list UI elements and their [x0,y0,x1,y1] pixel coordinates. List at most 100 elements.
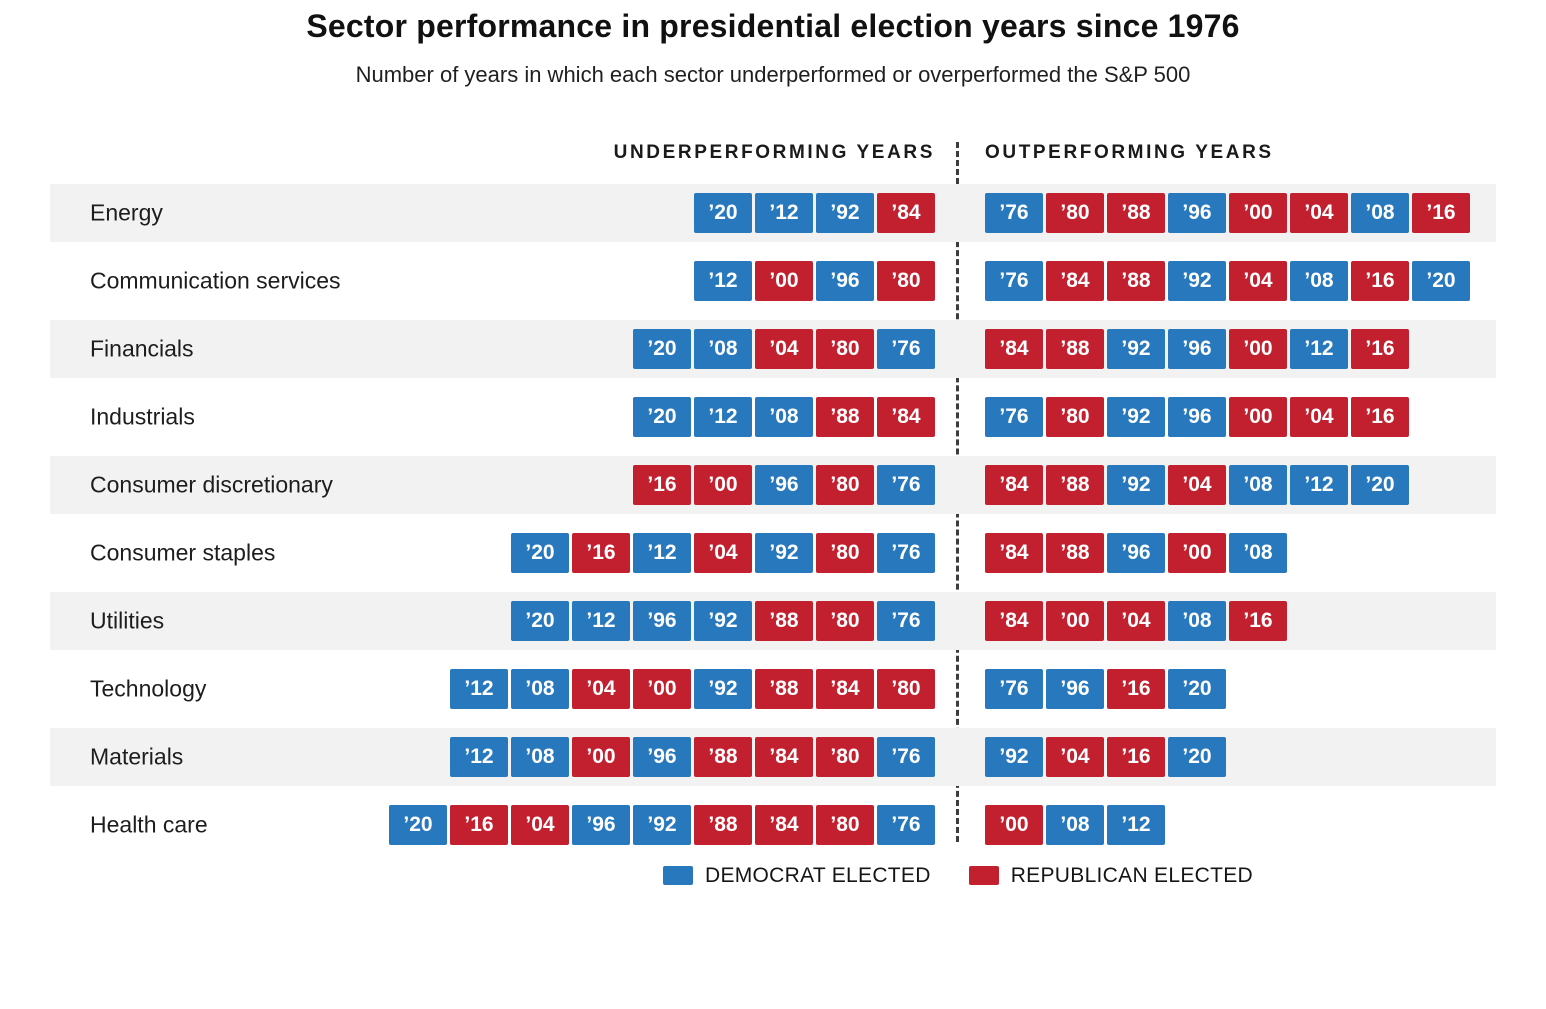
year-tag-democrat: ’92 [694,600,752,641]
sector-row: Health care ’20’16’04’96’92’88’84’80’76’0… [50,796,1496,854]
underperforming-cell: ’20’12’96’92’88’80’76 [511,600,935,641]
year-tag-republican: ’88 [1046,328,1104,369]
underperforming-cell: ’20’16’04’96’92’88’84’80’76 [389,804,935,845]
year-tag-democrat: ’76 [985,192,1043,233]
legend-item-republican: REPUBLICAN ELECTED [968,864,1253,888]
underperforming-cell: ’12’08’00’96’88’84’80’76 [450,736,935,777]
year-tag-republican: ’04 [1046,736,1104,777]
year-tag-republican: ’16 [1351,328,1409,369]
year-tag-republican: ’04 [694,532,752,573]
year-tag-democrat: ’08 [1229,532,1287,573]
year-tag-democrat: ’20 [694,192,752,233]
year-tag-republican: ’80 [816,600,874,641]
year-tag-democrat: ’12 [694,260,752,301]
sector-label: Consumer discretionary [90,471,333,498]
year-tag-democrat: ’92 [633,804,691,845]
year-tag-democrat: ’92 [1168,260,1226,301]
year-tag-democrat: ’12 [450,668,508,709]
chart-title: Sector performance in presidential elect… [306,8,1240,44]
year-tag-republican: ’80 [816,532,874,573]
year-tag-republican: ’04 [755,328,813,369]
underperforming-years-header: UNDERPERFORMING YEARS [613,141,935,163]
year-tag-democrat: ’12 [694,396,752,437]
legend: DEMOCRAT ELECTED REPUBLICAN ELECTED [185,864,1546,888]
year-tag-republican: ’84 [985,328,1043,369]
year-tag-democrat: ’08 [1046,804,1104,845]
year-tag-republican: ’04 [1107,600,1165,641]
year-tag-democrat: ’08 [1168,600,1226,641]
year-tag-democrat: ’92 [816,192,874,233]
outperforming-cell: ’76’80’92’96’00’04’16 [985,396,1409,437]
year-tag-republican: ’16 [1351,260,1409,301]
year-tag-republican: ’04 [1168,464,1226,505]
sector-label: Communication services [90,267,341,294]
year-tag-republican: ’16 [1107,668,1165,709]
underperforming-cell: ’16’00’96’80’76 [633,464,935,505]
underperforming-cell: ’12’00’96’80 [694,260,935,301]
underperforming-cell: ’12’08’04’00’92’88’84’80 [450,668,935,709]
year-tag-democrat: ’20 [1351,464,1409,505]
year-tag-democrat: ’96 [1168,192,1226,233]
year-tag-republican: ’04 [572,668,630,709]
year-tag-republican: ’00 [1046,600,1104,641]
year-tag-democrat: ’20 [1168,668,1226,709]
year-tag-republican: ’16 [572,532,630,573]
year-tag-democrat: ’12 [1290,328,1348,369]
year-tag-democrat: ’92 [1107,464,1165,505]
year-tag-republican: ’00 [755,260,813,301]
sector-row: Energy ’20’12’92’84’76’80’88’96’00’04’08’… [50,183,1496,242]
year-tag-republican: ’00 [694,464,752,505]
year-tag-democrat: ’96 [755,464,813,505]
democrat-swatch-icon [662,866,693,886]
year-tag-republican: ’16 [1351,396,1409,437]
year-tag-republican: ’00 [572,736,630,777]
year-tag-democrat: ’92 [755,532,813,573]
year-tag-democrat: ’96 [633,600,691,641]
year-tag-democrat: ’92 [1107,328,1165,369]
year-tag-democrat: ’76 [877,532,935,573]
year-tag-republican: ’88 [1046,464,1104,505]
year-tag-democrat: ’76 [877,600,935,641]
year-tag-republican: ’16 [1229,600,1287,641]
outperforming-cell: ’76’84’88’92’04’08’16’20 [985,260,1470,301]
year-tag-democrat: ’96 [1046,668,1104,709]
chart-subtitle: Number of years in which each sector und… [355,61,1191,87]
underperforming-cell: ’20’12’08’88’84 [633,396,935,437]
outperforming-cell: ’00’08’12 [985,804,1165,845]
year-tag-democrat: ’08 [1290,260,1348,301]
year-tag-democrat: ’12 [1107,804,1165,845]
year-tag-republican: ’04 [511,804,569,845]
year-tag-republican: ’80 [816,736,874,777]
year-tag-republican: ’80 [816,328,874,369]
year-tag-republican: ’80 [877,668,935,709]
year-tag-democrat: ’76 [985,668,1043,709]
year-tag-republican: ’84 [877,192,935,233]
year-tag-democrat: ’76 [877,464,935,505]
year-tag-democrat: ’12 [633,532,691,573]
year-tag-democrat: ’08 [1351,192,1409,233]
sector-label: Materials [90,743,184,770]
year-tag-republican: ’04 [1229,260,1287,301]
year-tag-democrat: ’12 [755,192,813,233]
sector-row: Technology ’12’08’04’00’92’88’84’80 ’76’96… [50,660,1496,718]
year-tag-democrat: ’96 [816,260,874,301]
year-tag-democrat: ’12 [572,600,630,641]
year-tag-republican: ’04 [1290,192,1348,233]
sector-row: Financials ’20’08’04’80’76 ’84’88’92’96’00… [50,319,1496,378]
year-tag-republican: ’00 [1229,396,1287,437]
year-tag-democrat: ’20 [511,600,569,641]
year-tag-democrat: ’96 [1168,396,1226,437]
year-tag-republican: ’84 [1046,260,1104,301]
year-tag-democrat: ’20 [1412,260,1470,301]
year-tag-republican: ’00 [633,668,691,709]
outperforming-cell: ’92’04’16’20 [985,736,1226,777]
year-tag-democrat: ’76 [877,736,935,777]
sector-label: Industrials [90,403,195,430]
sector-row: Communication services ’12’00’96’80 ’76’84… [50,252,1496,310]
year-tag-republican: ’88 [755,600,813,641]
year-tag-democrat: ’76 [877,804,935,845]
year-tag-republican: ’88 [694,804,752,845]
year-tag-republican: ’84 [877,396,935,437]
year-tag-democrat: ’20 [511,532,569,573]
